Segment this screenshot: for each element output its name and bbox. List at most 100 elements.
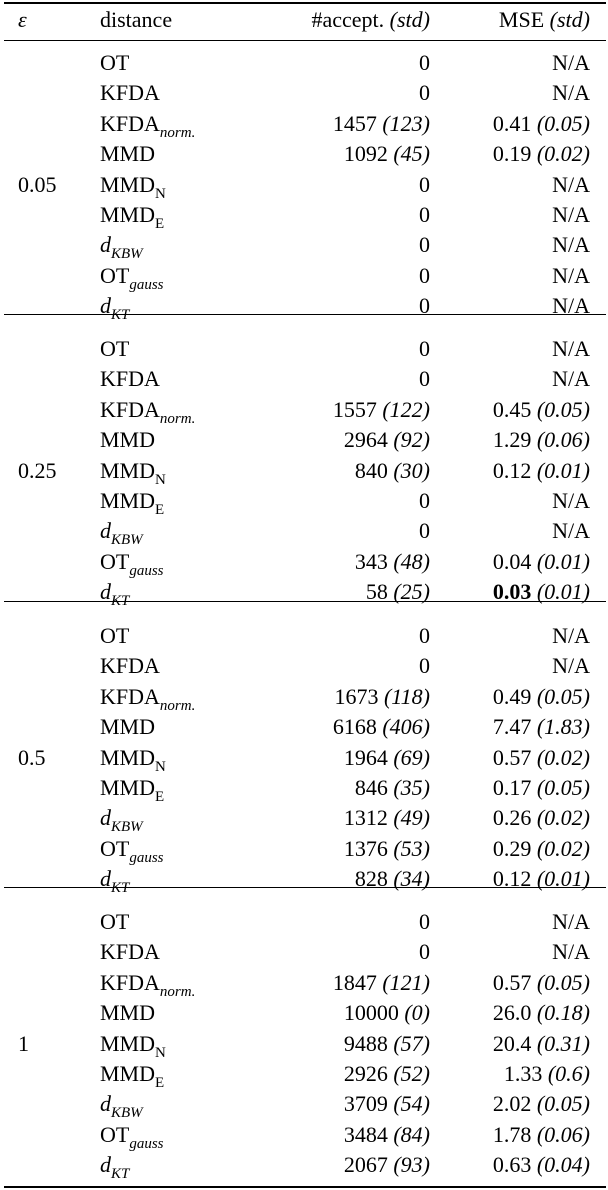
std: (25) — [393, 579, 430, 605]
accept-cell: 2926 (52) — [344, 1059, 430, 1089]
distance: KFDA — [100, 364, 160, 394]
mse-cell: 0.04 (0.01) — [493, 547, 590, 577]
mean: N/A — [552, 518, 590, 544]
distance-name: d — [100, 293, 111, 319]
accept-cell: 0 — [419, 364, 430, 394]
mean: 343 — [354, 548, 388, 574]
accept-cell: 0 — [419, 907, 430, 937]
mean: 0 — [419, 488, 430, 513]
std: (123) — [382, 110, 430, 136]
mean: N/A — [552, 232, 590, 258]
mean: N/A — [552, 50, 590, 75]
mse-cell: N/A — [552, 621, 590, 651]
mean: 1.78 — [492, 1121, 532, 1147]
std: (0.06) — [536, 427, 590, 453]
distance-sub: KT — [111, 1166, 130, 1183]
mse-cell: N/A — [552, 261, 590, 291]
mse-cell: N/A — [552, 48, 590, 78]
mean: 0 — [419, 939, 430, 965]
epsilon: 1 — [18, 1030, 29, 1056]
header-std: (std) — [549, 7, 590, 32]
accept-cell: 343 (48) — [355, 547, 430, 577]
mean: 846 — [354, 775, 388, 800]
header-mse: MSE (std) — [499, 5, 590, 35]
distance: OT — [100, 48, 129, 78]
accept-cell: 0 — [419, 261, 430, 291]
distance-name: OT — [100, 1121, 130, 1147]
mse-cell: 2.02 (0.05) — [493, 1089, 590, 1119]
mean: 840 — [354, 457, 388, 483]
distance-name: d — [100, 866, 111, 892]
distance-name: KFDA — [100, 969, 160, 995]
distance-name: MMD — [100, 1000, 156, 1026]
distance-sub: E — [155, 1075, 165, 1091]
distance-name: d — [100, 232, 111, 258]
std: (0.05) — [536, 969, 590, 995]
mean: 0.29 — [492, 835, 532, 861]
mean: N/A — [552, 488, 590, 513]
mse-cell: N/A — [552, 230, 590, 260]
mean: 1.29 — [492, 427, 532, 453]
std: (52) — [393, 1061, 430, 1086]
header-epsilon: ε — [18, 7, 27, 32]
distance: MMDN — [100, 170, 166, 202]
mean: 0 — [419, 909, 430, 934]
accept-cell: 0 — [419, 200, 430, 230]
mse-cell: 0.57 (0.05) — [493, 968, 590, 998]
mean: N/A — [552, 366, 590, 392]
accept-cell: 1312 (49) — [344, 803, 430, 833]
mean: 0 — [419, 80, 430, 106]
mean: N/A — [552, 171, 590, 197]
mean: 1092 — [343, 141, 388, 167]
distance-sub: KBW — [111, 532, 143, 549]
distance: MMDN — [100, 743, 166, 775]
std: (57) — [393, 1030, 430, 1056]
group-rule — [4, 601, 606, 602]
distance-name: MMD — [100, 457, 156, 483]
accept-cell: 846 (35) — [355, 773, 430, 803]
std: (84) — [393, 1121, 430, 1147]
accept-cell: 0 — [419, 334, 430, 364]
mean: 0 — [419, 336, 430, 361]
distance: MMD — [100, 998, 155, 1028]
mse-cell: 0.57 (0.02) — [493, 743, 590, 773]
mse-cell: N/A — [552, 907, 590, 937]
distance: MMDE — [100, 486, 164, 518]
mean: 7.47 — [492, 714, 532, 740]
std: (35) — [393, 775, 430, 800]
mean: 1457 — [332, 110, 377, 136]
distance-name: MMD — [100, 714, 156, 740]
distance: dKBW — [100, 516, 143, 549]
accept-cell: 2067 (93) — [344, 1150, 430, 1180]
distance: MMD — [100, 139, 155, 169]
mean: 0.03 — [492, 579, 532, 605]
accept-cell: 1964 (69) — [344, 743, 430, 773]
mse-cell: N/A — [552, 486, 590, 516]
distance: KFDA — [100, 651, 160, 681]
std: (1.83) — [536, 714, 590, 740]
accept-cell: 0 — [419, 291, 430, 321]
distance-name: OT — [100, 835, 130, 861]
std: (122) — [382, 396, 430, 422]
distance: MMDE — [100, 1059, 165, 1091]
mean: 0 — [419, 366, 430, 392]
mean: 0.26 — [492, 805, 532, 831]
distance-name: d — [100, 1091, 111, 1117]
mean: 0.57 — [492, 744, 532, 770]
distance: dKBW — [100, 230, 143, 262]
mse-cell: 0.26 (0.02) — [493, 803, 590, 833]
std: (118) — [383, 683, 430, 709]
distance: OTgauss — [100, 547, 164, 579]
std: (0.05) — [536, 396, 590, 422]
accept-cell: 0 — [419, 621, 430, 651]
distance-name: d — [100, 805, 111, 831]
mse-cell: 0.03 (0.01) — [493, 577, 590, 607]
distance: MMD — [100, 712, 155, 742]
mean: 1847 — [332, 969, 377, 995]
distance-name: KFDA — [100, 939, 160, 965]
distance-name: MMD — [100, 141, 156, 167]
accept-cell: 0 — [419, 170, 430, 200]
accept-cell: 840 (30) — [355, 456, 430, 486]
mse-cell: N/A — [552, 291, 590, 321]
